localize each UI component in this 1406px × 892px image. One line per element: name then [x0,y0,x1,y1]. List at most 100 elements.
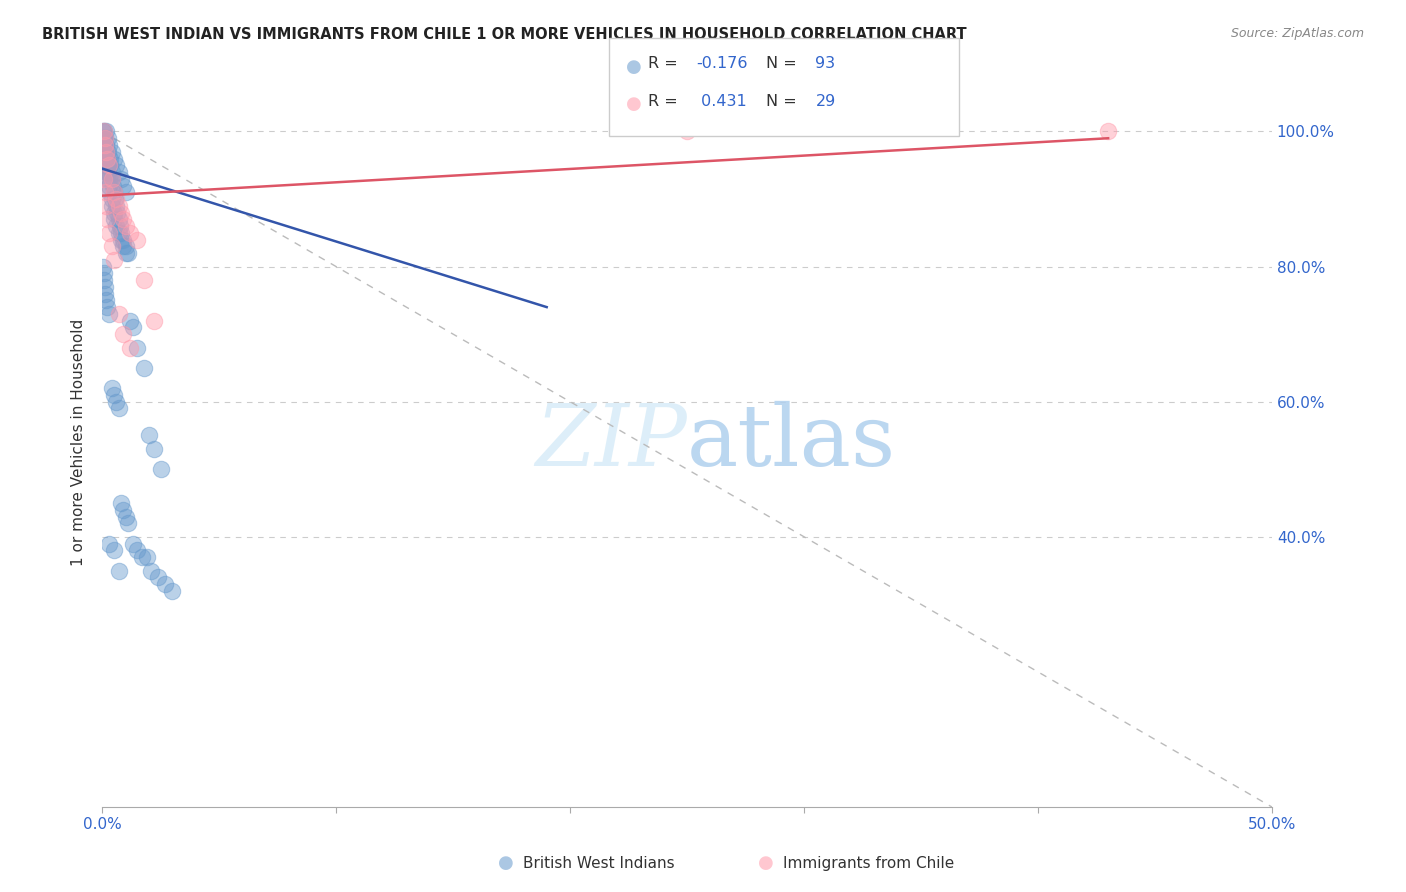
Point [104,192,127,206]
Point [96,152,118,166]
Text: Immigrants from Chile: Immigrants from Chile [783,856,955,871]
Point [108,219,131,233]
Point [107,564,129,578]
Point [105,158,128,172]
Point [103,252,125,267]
Point [112,327,135,342]
Point [94,158,117,172]
Point [105,394,128,409]
Point [93,138,115,153]
Point [114,246,136,260]
Point [112,178,135,193]
Point [100,192,122,206]
Point [93,152,115,166]
Text: N =: N = [766,94,803,109]
Point [94,124,117,138]
Point [96,152,118,166]
Point [103,543,125,558]
Point [112,239,135,253]
Point [101,145,124,159]
Point [98,226,121,240]
Point [114,239,136,253]
Point [93,280,115,294]
Point [94,165,117,179]
Point [142,442,165,456]
Text: N =: N = [766,56,803,71]
Point [96,158,118,172]
Point [93,171,115,186]
Point [112,502,135,516]
Point [93,131,115,145]
Text: ●: ● [758,855,775,872]
Text: BRITISH WEST INDIAN VS IMMIGRANTS FROM CHILE 1 OR MORE VEHICLES IN HOUSEHOLD COR: BRITISH WEST INDIAN VS IMMIGRANTS FROM C… [42,27,967,42]
Point [103,186,125,200]
Point [94,152,117,166]
Point [107,165,129,179]
Point [94,293,117,308]
Point [93,186,115,200]
Point [120,341,142,355]
Point [96,165,118,179]
Text: ZIP: ZIP [536,401,688,483]
Point [121,320,143,334]
Point [98,152,121,166]
Point [98,178,121,193]
Point [93,273,115,287]
Point [96,138,118,153]
Point [112,212,135,227]
Point [149,462,172,476]
Point [117,516,139,531]
Point [100,381,122,395]
Point [96,145,118,159]
Point [97,145,120,159]
Point [107,226,129,240]
Point [105,219,128,233]
Point [142,313,165,327]
Point [100,158,122,172]
Point [127,543,149,558]
Point [135,549,157,564]
Point [107,212,129,227]
Point [107,401,129,416]
Point [96,171,118,186]
Point [93,145,115,159]
Point [98,158,121,172]
Point [93,138,115,153]
Point [162,583,184,598]
Y-axis label: 1 or more Vehicles in Household: 1 or more Vehicles in Household [72,318,86,566]
Point [93,124,115,138]
Point [94,158,117,172]
Point [107,307,129,321]
Point [134,273,156,287]
Point [1097,124,1119,138]
Point [103,388,125,402]
Text: -0.176: -0.176 [696,56,748,71]
Point [148,570,170,584]
Text: atlas: atlas [688,401,896,483]
Text: ●: ● [626,95,641,113]
Point [110,496,132,510]
Point [101,178,124,193]
Text: British West Indians: British West Indians [523,856,675,871]
Point [138,428,160,442]
Text: ●: ● [498,855,515,872]
Point [103,152,125,166]
Point [100,171,122,186]
Point [96,300,118,314]
Point [134,360,156,375]
Text: R =: R = [648,56,683,71]
Point [97,131,120,145]
Point [155,577,177,591]
Point [93,260,115,274]
Point [93,131,115,145]
Point [94,145,117,159]
Point [100,171,122,186]
Point [121,536,143,550]
Point [94,286,117,301]
Point [103,205,125,219]
Point [94,138,117,153]
Point [94,145,117,159]
Point [120,226,142,240]
Point [114,509,136,524]
Text: R =: R = [648,94,683,109]
